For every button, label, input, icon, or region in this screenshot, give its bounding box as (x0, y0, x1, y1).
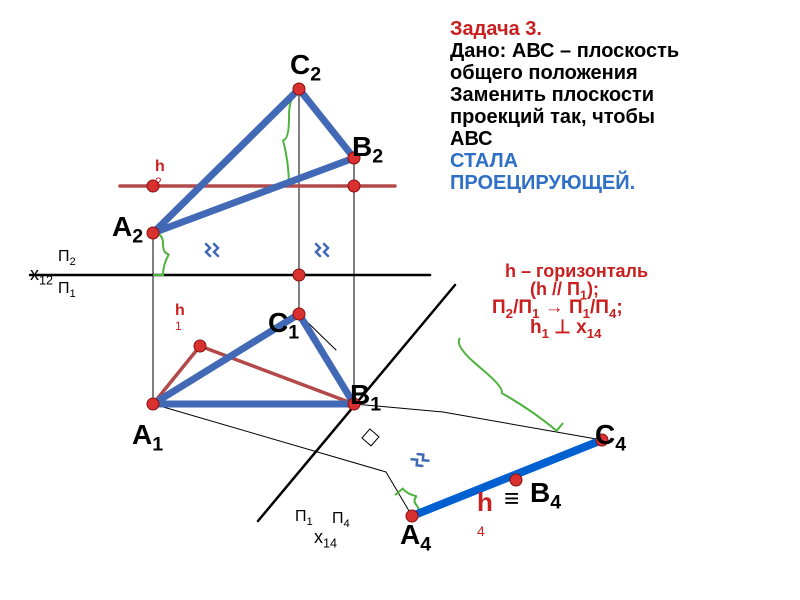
label-P1a: П1 (58, 280, 76, 301)
label-hB4: h (477, 488, 493, 517)
label-P1b: П1 (295, 508, 313, 529)
label-x14: x14 (314, 528, 337, 551)
label-sub4: 4 (477, 524, 485, 539)
label-C1: C1 (268, 308, 299, 344)
label-h2: h (155, 158, 165, 176)
label-C4: C4 (595, 420, 626, 456)
problem-block: Задача 3.Дано: АВС – плоскостьобщего пол… (450, 18, 679, 194)
label-P2: П2 (58, 248, 76, 269)
label-A1: A1 (132, 420, 163, 456)
label-h1s: 1 (175, 320, 182, 333)
label-B2: B2 (352, 132, 383, 168)
label-B4: B4 (530, 478, 561, 514)
label-eqB4: ≡ (504, 484, 519, 513)
label-x12: x12 (30, 265, 53, 288)
label-A2: A2 (112, 212, 143, 248)
label-t: h1 ⊥ x14 (530, 318, 602, 341)
label-C2: C2 (290, 50, 321, 86)
label-A4: A4 (400, 520, 431, 556)
label-B1: B1 (350, 380, 381, 416)
diagram-svg (0, 0, 800, 600)
label-h1: h (175, 302, 185, 320)
label-h2s: 2 (155, 176, 162, 189)
diagram-stage: C2B2A2C1B1A1A4B4C4x12П2П1П1П4x14h≡4h2h1h… (0, 0, 800, 600)
